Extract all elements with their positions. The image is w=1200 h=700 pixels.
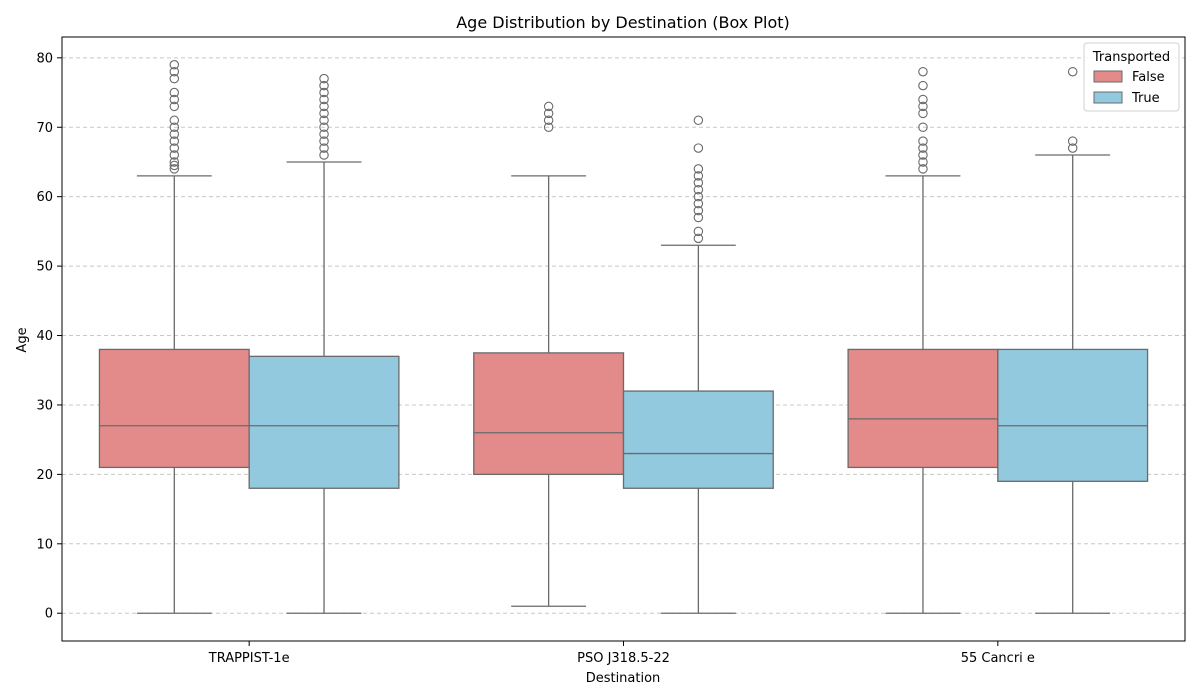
outlier-point xyxy=(169,160,180,171)
outlier-point xyxy=(693,191,704,202)
outlier-point xyxy=(169,101,180,112)
outlier-point xyxy=(169,122,180,133)
y-tick-label: 40 xyxy=(36,329,53,344)
outlier-point xyxy=(918,143,928,153)
legend-label: True xyxy=(1131,91,1160,106)
box-group xyxy=(622,115,774,614)
outlier-point xyxy=(918,136,928,146)
outlier-point xyxy=(693,226,704,237)
outlier-point xyxy=(319,87,329,98)
outlier-point xyxy=(693,143,704,153)
outlier-point xyxy=(543,115,554,126)
y-tick-label: 20 xyxy=(36,468,53,483)
outlier-point xyxy=(543,101,554,112)
outlier-point xyxy=(319,136,329,146)
outlier-point xyxy=(693,115,704,126)
outlier-point xyxy=(543,108,554,119)
outlier-point xyxy=(693,164,704,174)
box-group xyxy=(847,66,999,614)
outlier-point xyxy=(543,122,554,133)
grid-lines xyxy=(62,57,1185,614)
outlier-point xyxy=(169,129,180,139)
x-axis-label: Destination xyxy=(586,671,661,686)
iqr-box xyxy=(622,390,774,489)
y-tick-label: 70 xyxy=(36,121,53,136)
y-tick-label: 30 xyxy=(36,398,53,413)
outlier-point xyxy=(693,171,704,181)
outlier-point xyxy=(1067,66,1078,77)
outlier-point xyxy=(1067,136,1078,146)
box-group xyxy=(473,101,625,607)
outlier-point xyxy=(169,66,180,77)
legend-swatch xyxy=(1093,91,1123,104)
outlier-point xyxy=(693,178,704,188)
chart-title: Age Distribution by Destination (Box Plo… xyxy=(456,13,790,32)
iqr-box xyxy=(248,355,400,489)
box-group xyxy=(98,60,250,614)
x-axis: TRAPPIST-1e PSO J318.5-22 55 Cancri e xyxy=(208,641,1035,666)
outlier-point xyxy=(169,164,180,174)
outlier-point xyxy=(319,143,329,153)
box-group xyxy=(248,73,400,614)
outlier-point xyxy=(169,73,180,84)
outlier-point xyxy=(693,212,704,223)
outlier-point xyxy=(693,205,704,216)
outlier-point xyxy=(693,184,704,195)
y-axis-label: Age xyxy=(15,327,30,352)
outlier-point xyxy=(918,94,928,105)
outlier-point xyxy=(918,80,928,91)
outlier-point xyxy=(1067,143,1078,153)
outlier-point xyxy=(319,129,329,139)
legend-title: Transported xyxy=(1092,50,1170,65)
iqr-box xyxy=(473,352,625,476)
outlier-point xyxy=(319,150,329,160)
y-tick-label: 80 xyxy=(36,51,53,66)
y-tick-label: 10 xyxy=(36,537,53,552)
legend: Transported False True xyxy=(1083,42,1180,112)
outlier-point xyxy=(319,115,329,126)
iqr-box xyxy=(997,348,1149,482)
outlier-point xyxy=(319,73,329,84)
outlier-point xyxy=(169,94,180,105)
x-tick-label: TRAPPIST-1e xyxy=(208,651,290,666)
outlier-point xyxy=(319,80,329,91)
outlier-point xyxy=(319,108,329,119)
outlier-point xyxy=(918,164,928,174)
iqr-box xyxy=(847,348,999,469)
outlier-point xyxy=(169,150,180,160)
y-tick-label: 50 xyxy=(36,260,53,275)
outlier-point xyxy=(918,157,928,167)
outlier-point xyxy=(319,101,329,112)
outlier-point xyxy=(169,143,180,153)
iqr-box xyxy=(98,348,250,469)
box-group xyxy=(997,66,1149,614)
x-tick-label: 55 Cancri e xyxy=(961,651,1035,666)
outlier-point xyxy=(693,233,704,244)
y-axis: 0 10 20 30 40 50 60 70 80 xyxy=(36,51,62,622)
x-tick-label: PSO J318.5-22 xyxy=(577,651,670,666)
y-tick-label: 60 xyxy=(36,190,53,205)
boxes xyxy=(98,60,1149,614)
outlier-point xyxy=(319,122,329,133)
outlier-point xyxy=(918,150,928,160)
outlier-point xyxy=(918,122,928,133)
legend-swatch xyxy=(1093,70,1123,83)
outlier-point xyxy=(918,108,928,119)
outlier-point xyxy=(169,87,180,98)
outlier-point xyxy=(918,66,928,77)
y-tick-label: 0 xyxy=(45,607,53,622)
outlier-point xyxy=(693,198,704,209)
outlier-point xyxy=(169,136,180,146)
legend-label: False xyxy=(1132,70,1165,85)
outlier-point xyxy=(169,115,180,126)
outlier-point xyxy=(319,94,329,105)
outlier-point xyxy=(169,60,180,70)
outlier-point xyxy=(169,157,180,167)
outlier-point xyxy=(918,101,928,112)
